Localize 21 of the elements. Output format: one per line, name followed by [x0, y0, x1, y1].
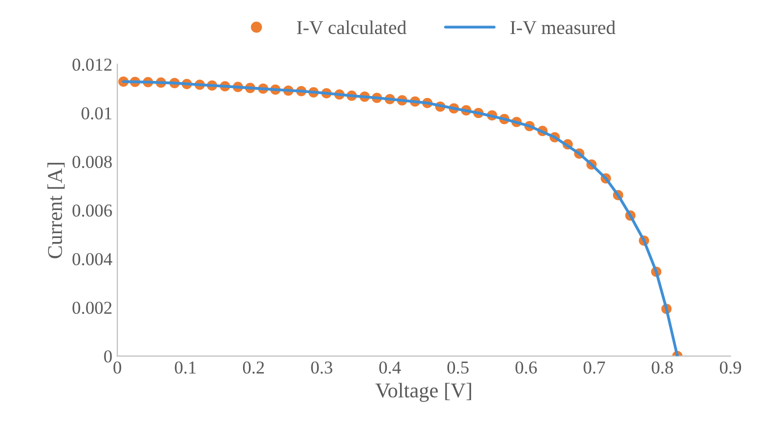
x-tick-label: 0.1: [174, 361, 196, 374]
y-tick-label: 0.008: [72, 156, 112, 168]
x-tick-label: 0.7: [584, 361, 606, 374]
y-tick-label: 0.002: [72, 302, 112, 314]
legend-label: I-V measured: [510, 20, 616, 34]
x-tick-label: 0.8: [652, 361, 673, 374]
y-tick-label: 0.01: [82, 107, 112, 120]
x-tick-label: 0.3: [311, 361, 332, 374]
x-tick-label: 0.5: [447, 361, 469, 374]
legend-label: I-V calculated: [297, 20, 406, 34]
y-tick-label: 0: [104, 350, 112, 363]
x-tick-label: 0.9: [720, 361, 742, 374]
x-axis-title: Voltage [V]: [375, 382, 472, 402]
y-tick-label: 0.006: [72, 204, 112, 217]
x-tick-label: 0.6: [516, 361, 537, 374]
x-tick-label: 0: [114, 361, 122, 374]
x-tick-label: 0.2: [243, 361, 264, 374]
y-tick-label: 0.004: [72, 253, 112, 266]
y-axis-title: Current [A]: [47, 162, 65, 258]
x-tick-label: 0.4: [379, 361, 401, 374]
y-tick-label: 0.012: [72, 58, 112, 71]
